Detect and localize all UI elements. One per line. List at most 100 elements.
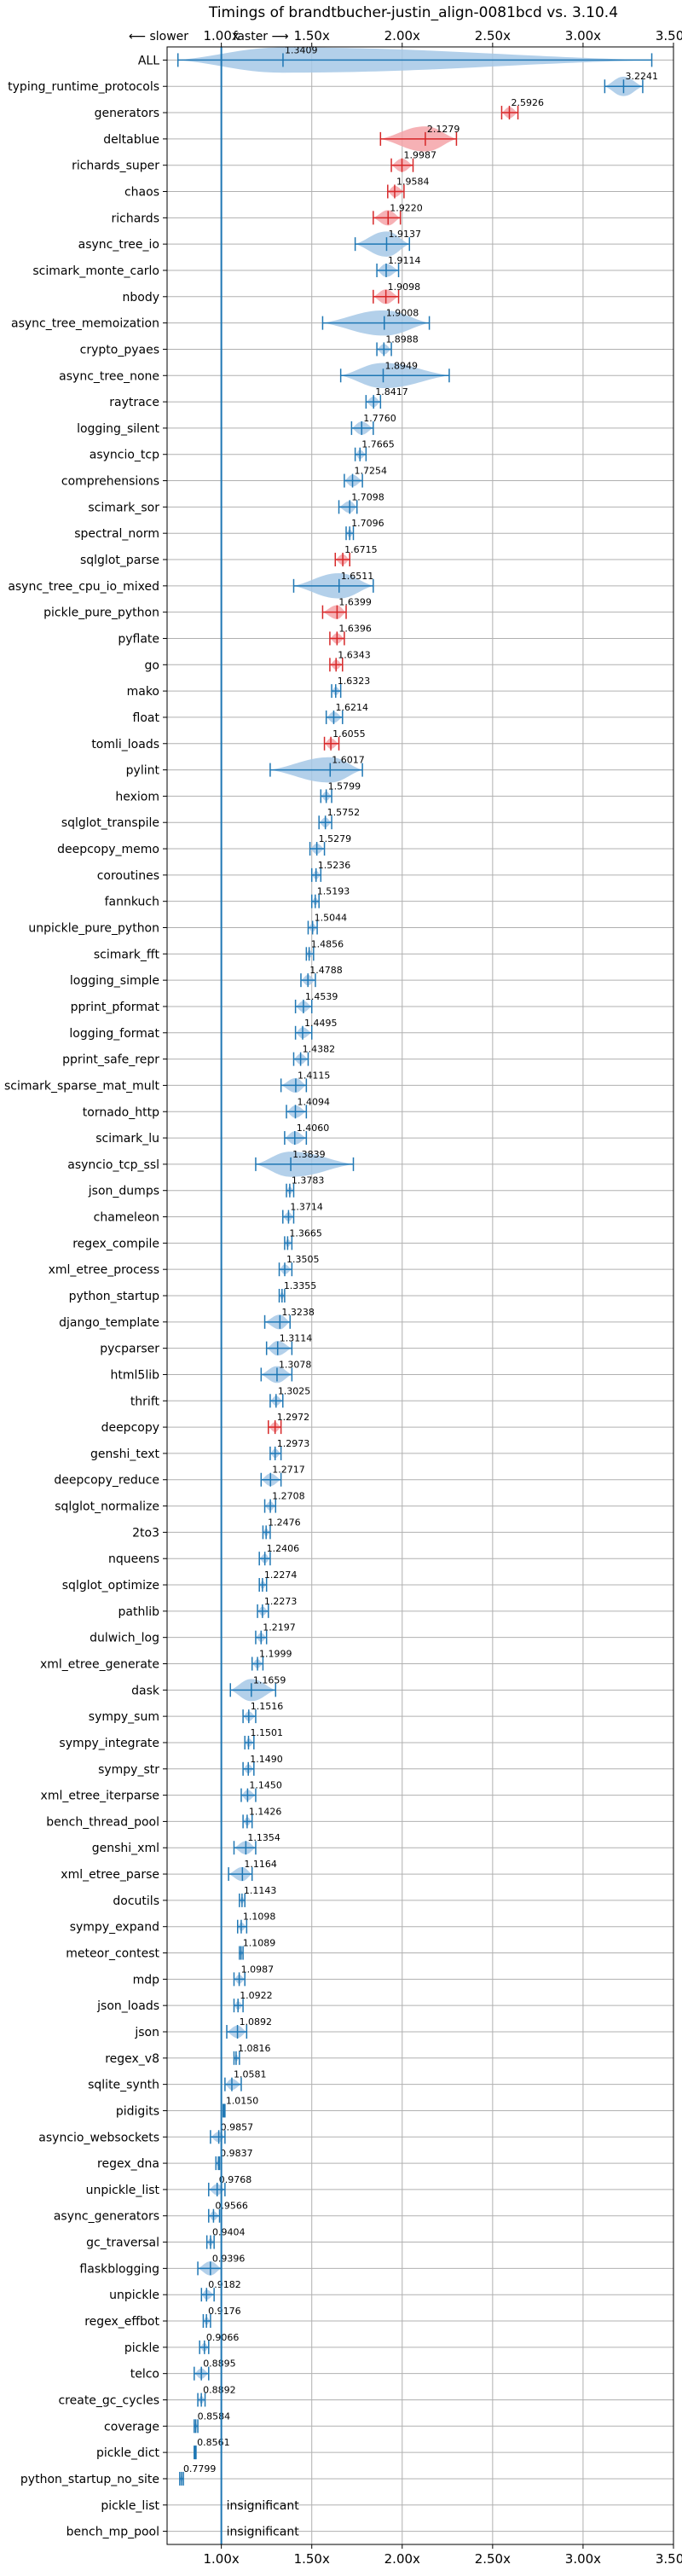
value-label: 1.7665 (361, 439, 395, 450)
value-label: 0.9857 (221, 2121, 254, 2132)
value-label: 1.1450 (249, 1780, 282, 1791)
category-label: json (134, 2026, 159, 2039)
category-label: flaskblogging (79, 2262, 159, 2276)
category-label: scimark_sparse_mat_mult (4, 1079, 159, 1093)
plot-frame (166, 46, 674, 2545)
value-label: 1.1089 (243, 1938, 276, 1949)
value-label: 1.6323 (338, 676, 371, 687)
value-label: 0.7799 (183, 2463, 217, 2474)
category-label: richards (112, 212, 160, 225)
value-label: 1.4094 (297, 1096, 330, 1107)
value-label: 1.2197 (263, 1622, 296, 1633)
value-label: 1.7760 (363, 413, 396, 424)
category-label: richards_super (72, 160, 159, 173)
category-label: django_template (59, 1316, 159, 1330)
faster-indicator: faster ⟶ (233, 30, 288, 44)
x-tick-label-top: 3.50x (656, 28, 682, 44)
category-label: chameleon (94, 1211, 159, 1225)
category-label: pprint_safe_repr (62, 1053, 159, 1067)
x-tick-label-top: 1.00x (204, 28, 240, 44)
value-label: 1.3409 (285, 44, 318, 55)
value-label: 1.6214 (335, 702, 368, 713)
category-label: regex_dna (97, 2157, 159, 2171)
value-label: 1.3714 (290, 1202, 323, 1213)
chart-title: Timings of brandtbucher-justin_align-008… (208, 4, 618, 21)
category-label: html5lib (111, 1368, 160, 1382)
category-label: unpickle_pure_python (28, 922, 159, 936)
value-label: 1.5193 (317, 886, 350, 897)
category-label: deepcopy_memo (57, 843, 159, 856)
value-label: 1.5799 (328, 780, 361, 792)
category-label: regex_v8 (105, 2052, 159, 2066)
insignificant-label: insignificant (227, 2526, 300, 2539)
category-label: scimark_fft (94, 948, 160, 961)
value-label: 1.6715 (344, 544, 378, 555)
category-label: docutils (113, 1894, 159, 1908)
value-label: 0.8895 (203, 2358, 235, 2370)
value-label: 0.8892 (203, 2384, 236, 2395)
category-label: raytrace (109, 396, 159, 409)
category-label: bench_thread_pool (46, 1815, 159, 1829)
value-label: 1.9220 (390, 202, 423, 213)
category-label: xml_etree_generate (40, 1657, 159, 1671)
x-tick-label-top: 2.50x (475, 28, 511, 44)
category-label: async_tree_memoization (11, 317, 159, 331)
value-label: 1.0150 (226, 2095, 259, 2106)
category-label: json_loads (96, 1999, 159, 2013)
value-label: 1.9987 (404, 150, 436, 161)
value-label: 0.9176 (208, 2306, 241, 2317)
category-label: asyncio_tcp_ssl (67, 1158, 159, 1172)
category-label: nbody (123, 291, 160, 305)
value-label: 1.0922 (240, 1990, 273, 2001)
category-label: typing_runtime_protocols (8, 80, 159, 94)
category-label: spectral_norm (74, 527, 159, 541)
category-label: python_startup_no_site (20, 2473, 159, 2486)
x-axis-ticks: 1.00x 1.00x 1.50x 1.50x 2.00x 2.00x 2.50x 2.50x… (204, 28, 682, 2567)
category-label: xml_etree_parse (61, 1868, 159, 1882)
value-label: 1.7254 (355, 466, 388, 477)
category-label: thrift (130, 1395, 160, 1408)
category-label: pickle_dict (96, 2446, 160, 2460)
x-tick-label-bottom: 1.00x (204, 2551, 240, 2567)
grid-lines (167, 47, 674, 2544)
value-label: 0.8561 (197, 2437, 229, 2448)
category-label: asyncio_websockets (38, 2131, 159, 2144)
value-label: 0.9837 (220, 2148, 253, 2159)
value-label: 0.9396 (212, 2253, 245, 2264)
value-label: 3.2241 (625, 71, 658, 82)
value-label: 1.8988 (385, 334, 419, 345)
value-label: 1.9137 (388, 229, 421, 240)
category-label: meteor_contest (66, 1947, 159, 1961)
value-label: 1.1143 (244, 1885, 277, 1896)
value-label: 1.3839 (292, 1149, 326, 1160)
value-label: 1.4856 (311, 938, 344, 949)
category-label: asyncio_tcp (90, 449, 159, 462)
value-label: 1.2973 (277, 1438, 310, 1449)
category-label: deepcopy_reduce (54, 1474, 159, 1488)
value-label: 0.8584 (198, 2411, 231, 2422)
category-label: generators (95, 107, 159, 120)
category-label: tomli_loads (91, 738, 159, 751)
value-label: 1.3355 (284, 1280, 317, 1291)
category-label: scimark_sor (88, 501, 159, 514)
category-label: scimark_monte_carlo (32, 264, 159, 278)
value-label: 1.4539 (305, 991, 338, 1002)
category-label: unpickle_list (86, 2184, 160, 2197)
value-label: 1.6017 (332, 755, 365, 766)
value-label: 1.8949 (384, 360, 418, 371)
category-label: logging_silent (77, 422, 159, 436)
value-label: 1.5044 (315, 913, 348, 924)
value-label: 1.0816 (238, 2043, 271, 2054)
value-label: 1.1354 (247, 1832, 280, 1843)
value-label: 1.2406 (267, 1543, 300, 1554)
category-label: unpickle (109, 2289, 159, 2302)
value-label: 1.6511 (341, 571, 374, 582)
category-label: pylint (126, 764, 160, 778)
category-label: gc_traversal (86, 2237, 159, 2250)
category-label: regex_effbot (84, 2315, 159, 2329)
category-label: xml_etree_process (49, 1263, 159, 1277)
category-label: coverage (104, 2420, 159, 2434)
value-label: 1.2717 (272, 1465, 305, 1476)
category-label: mdp (133, 1973, 160, 1987)
